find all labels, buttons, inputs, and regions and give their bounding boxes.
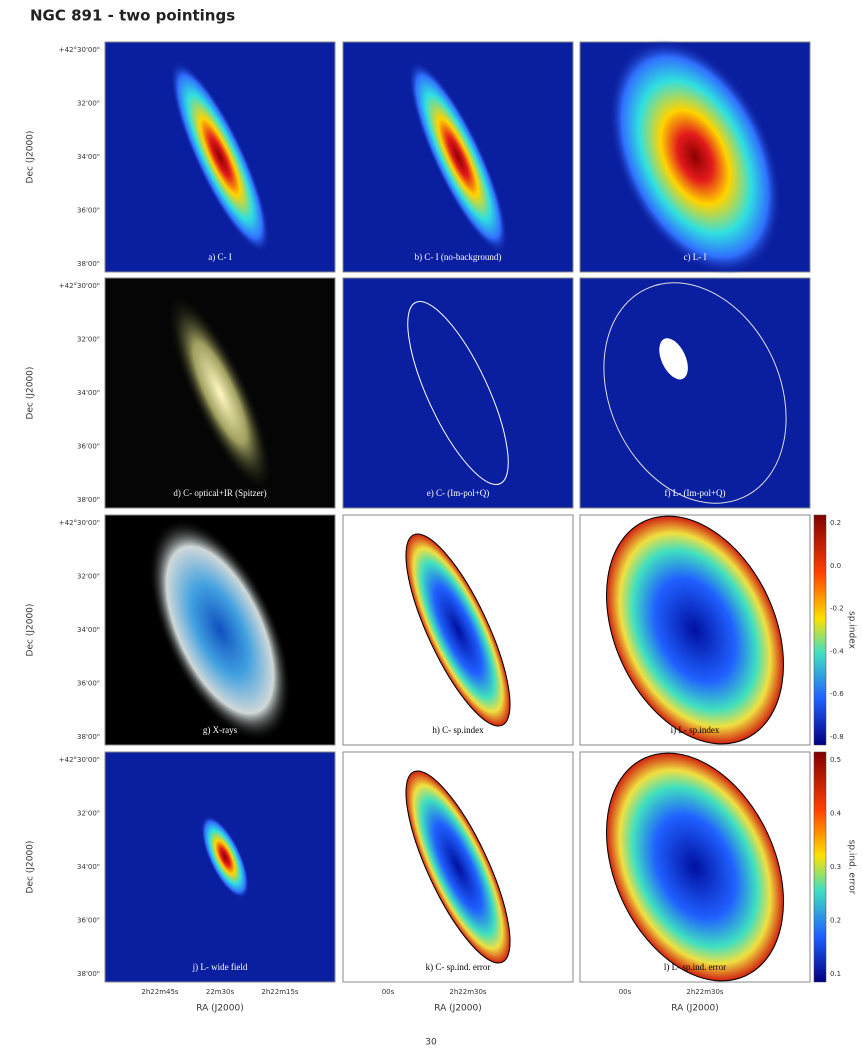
- colorbar-label: sp.index: [847, 611, 857, 650]
- colorbar: [814, 752, 826, 982]
- panel-label: k) C- sp.ind. error: [426, 962, 491, 972]
- panel-label: f) L- (Im-pol+Q): [664, 488, 725, 498]
- panel-label: g) X-rays: [203, 725, 238, 735]
- colorbar-tick-label: 0.4: [830, 810, 842, 818]
- panel-label: l) L- sp.ind. error: [664, 962, 726, 972]
- page: NGC 891 - two pointings 30 a) C- I b) C- …: [0, 0, 863, 1062]
- colorbar: [814, 515, 826, 745]
- x-axis-label: RA (J2000): [196, 1004, 244, 1014]
- colorbar-tick-label: 0.3: [830, 863, 841, 871]
- panel: b) C- I (no-background): [343, 42, 573, 272]
- colorbar-tick-label: -0.8: [830, 733, 844, 741]
- panel-label: e) C- (Im-pol+Q): [427, 488, 490, 498]
- y-tick-label: +42°30'00": [59, 282, 100, 290]
- x-tick-label: 2h22m30s: [686, 988, 724, 996]
- y-axis-label: Dec (J2000): [26, 604, 36, 657]
- colorbar-tick-label: -0.4: [830, 647, 844, 655]
- figure-title: NGC 891 - two pointings: [30, 7, 235, 25]
- y-tick-label: 36'00": [77, 917, 100, 925]
- colorbar-tick-label: 0.1: [830, 970, 841, 978]
- x-axis-label: RA (J2000): [671, 1004, 719, 1014]
- y-tick-label: 38'00": [77, 260, 100, 268]
- panel-label: h) C- sp.index: [432, 725, 484, 735]
- y-axis-label: Dec (J2000): [26, 131, 36, 184]
- y-tick-label: 34'00": [77, 863, 100, 871]
- panel: a) C- I: [105, 42, 335, 272]
- panel-label: b) C- I (no-background): [415, 252, 502, 262]
- y-tick-label: 36'00": [77, 207, 100, 215]
- y-tick-label: 38'00": [77, 496, 100, 504]
- panel-label: d) C- optical+IR (Spitzer): [173, 488, 266, 498]
- y-tick-label: 32'00": [77, 810, 100, 818]
- x-tick-label: 22m30s: [206, 988, 235, 996]
- colorbar-tick-label: -0.2: [830, 605, 844, 613]
- y-tick-label: 36'00": [77, 680, 100, 688]
- panel-label: j) L- wide field: [192, 962, 248, 972]
- y-tick-label: 38'00": [77, 970, 100, 978]
- x-tick-label: 2h22m45s: [141, 988, 179, 996]
- panel: j) L- wide field: [105, 752, 335, 982]
- y-tick-label: +42°30'00": [59, 46, 100, 54]
- x-tick-label: 00s: [382, 988, 395, 996]
- colorbar-tick-label: 0.2: [830, 519, 841, 527]
- x-axis-label: RA (J2000): [434, 1004, 482, 1014]
- y-tick-label: 34'00": [77, 389, 100, 397]
- x-tick-label: 00s: [619, 988, 632, 996]
- figure: NGC 891 - two pointings 30 a) C- I b) C- …: [0, 0, 863, 1062]
- panel: k) C- sp.ind. error: [343, 752, 573, 982]
- y-tick-label: 32'00": [77, 336, 100, 344]
- colorbar-label: sp.ind. error: [847, 840, 857, 895]
- panel: d) C- optical+IR (Spitzer): [105, 278, 335, 508]
- colorbar-tick-label: 0.2: [830, 917, 841, 925]
- y-tick-label: 34'00": [77, 153, 100, 161]
- panel-label: c) L- I: [684, 252, 707, 262]
- panel: h) C- sp.index: [343, 515, 573, 745]
- panel: c) L- I: [574, 12, 816, 302]
- y-tick-label: +42°30'00": [59, 756, 100, 764]
- panel-image: [343, 278, 573, 508]
- y-tick-label: 32'00": [77, 100, 100, 108]
- panel-image: [580, 278, 810, 508]
- colorbar-tick-label: 0.0: [830, 562, 841, 570]
- panel: g) X-rays: [105, 498, 335, 762]
- x-tick-label: 2h22m15s: [261, 988, 299, 996]
- panel: e) C- (Im-pol+Q): [343, 278, 573, 508]
- panel: l) L- sp.ind. error: [572, 724, 818, 1009]
- y-axis-label: Dec (J2000): [26, 841, 36, 894]
- y-tick-label: 38'00": [77, 733, 100, 741]
- y-tick-label: 32'00": [77, 573, 100, 581]
- panel-label: a) C- I: [208, 252, 232, 262]
- y-tick-label: +42°30'00": [59, 519, 100, 527]
- panel: f) L- (Im-pol+Q): [569, 253, 820, 533]
- colorbar-tick-label: -0.6: [830, 690, 844, 698]
- panel-label: i) L- sp.index: [671, 725, 720, 735]
- panel: i) L- sp.index: [572, 487, 818, 772]
- y-tick-label: 34'00": [77, 626, 100, 634]
- x-tick-label: 2h22m30s: [449, 988, 487, 996]
- page-number: 30: [425, 1038, 437, 1048]
- y-axis-label: Dec (J2000): [26, 367, 36, 420]
- y-tick-label: 36'00": [77, 443, 100, 451]
- colorbar-tick-label: 0.5: [830, 756, 841, 764]
